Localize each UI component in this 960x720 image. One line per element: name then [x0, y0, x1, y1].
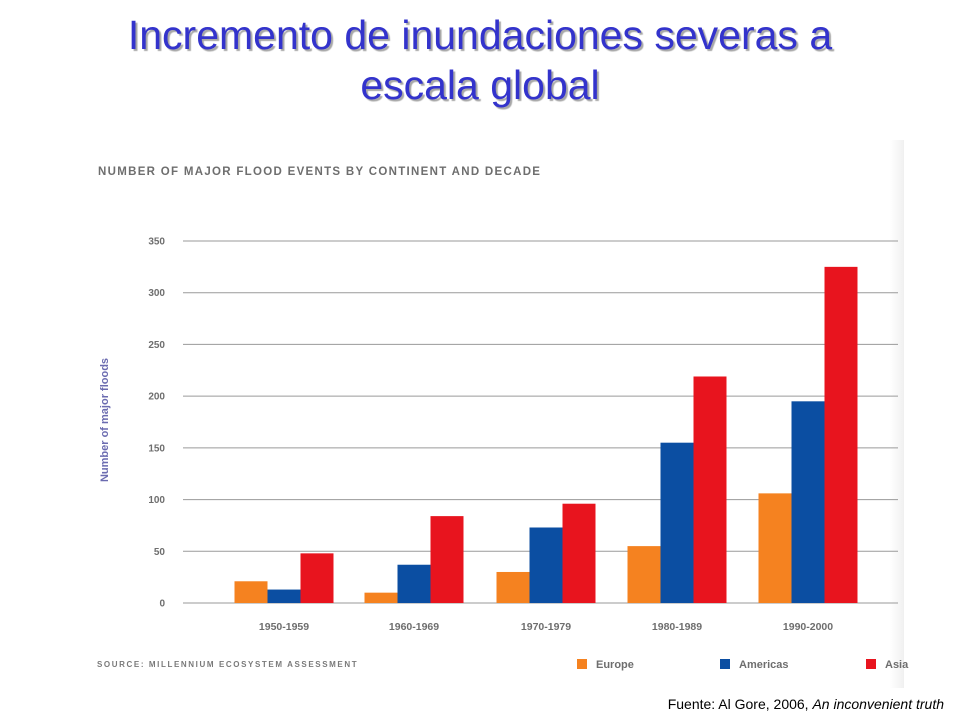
bar-europe-1970-1979	[496, 571, 530, 603]
legend-swatch-americas	[720, 659, 730, 669]
y-tick-label: 300	[148, 288, 165, 299]
credit-book-title: An inconvenient truth	[812, 696, 944, 712]
x-category-label: 1980-1989	[652, 621, 702, 633]
legend-label-europe: Europe	[596, 659, 634, 671]
bar-americas-1990-2000	[791, 401, 825, 603]
bar-asia-1950-1959	[300, 553, 334, 603]
y-tick-label: 150	[148, 443, 165, 454]
bar-americas-1980-1989	[660, 442, 694, 603]
x-category-label: 1970-1979	[521, 621, 571, 633]
bar-asia-1970-1979	[562, 503, 596, 603]
legend-label-asia: Asia	[885, 659, 909, 671]
x-category-label: 1990-2000	[783, 621, 833, 633]
bar-asia-1960-1969	[430, 516, 464, 603]
y-tick-label: 250	[148, 340, 165, 351]
bar-europe-1950-1959	[234, 581, 268, 603]
source-credit: Fuente: Al Gore, 2006, An inconvenient t…	[668, 696, 944, 712]
chart-source: SOURCE: MILLENNIUM ECOSYSTEM ASSESSMENT	[97, 660, 359, 669]
y-tick-label: 0	[159, 599, 165, 610]
y-tick-label: 50	[154, 547, 166, 558]
legend-label-americas: Americas	[739, 659, 789, 671]
x-category-label: 1960-1969	[389, 621, 439, 633]
bar-americas-1960-1969	[397, 564, 431, 603]
chart-title: NUMBER OF MAJOR FLOOD EVENTS BY CONTINEN…	[98, 166, 542, 178]
y-axis-label: Number of major floods	[99, 358, 111, 482]
bar-americas-1950-1959	[267, 589, 301, 603]
legend-swatch-asia	[866, 659, 876, 669]
legend-swatch-europe	[577, 659, 587, 669]
bar-europe-1990-2000	[758, 493, 792, 603]
bar-americas-1970-1979	[529, 527, 563, 603]
slide-title: Incremento de inundaciones severas a esc…	[40, 10, 920, 110]
y-tick-label: 100	[148, 495, 165, 506]
bar-asia-1990-2000	[824, 266, 858, 603]
bar-asia-1980-1989	[693, 376, 727, 603]
slide-title-line-1: Incremento de inundaciones severas a	[127, 12, 833, 58]
bar-europe-1980-1989	[627, 546, 661, 603]
y-tick-label: 200	[148, 392, 165, 403]
bar-europe-1960-1969	[364, 592, 398, 603]
slide-title-line-2: escala global	[360, 62, 600, 108]
credit-text: Fuente: Al Gore, 2006,	[667, 696, 813, 712]
x-category-label: 1950-1959	[259, 621, 309, 633]
y-tick-label: 350	[148, 237, 165, 248]
